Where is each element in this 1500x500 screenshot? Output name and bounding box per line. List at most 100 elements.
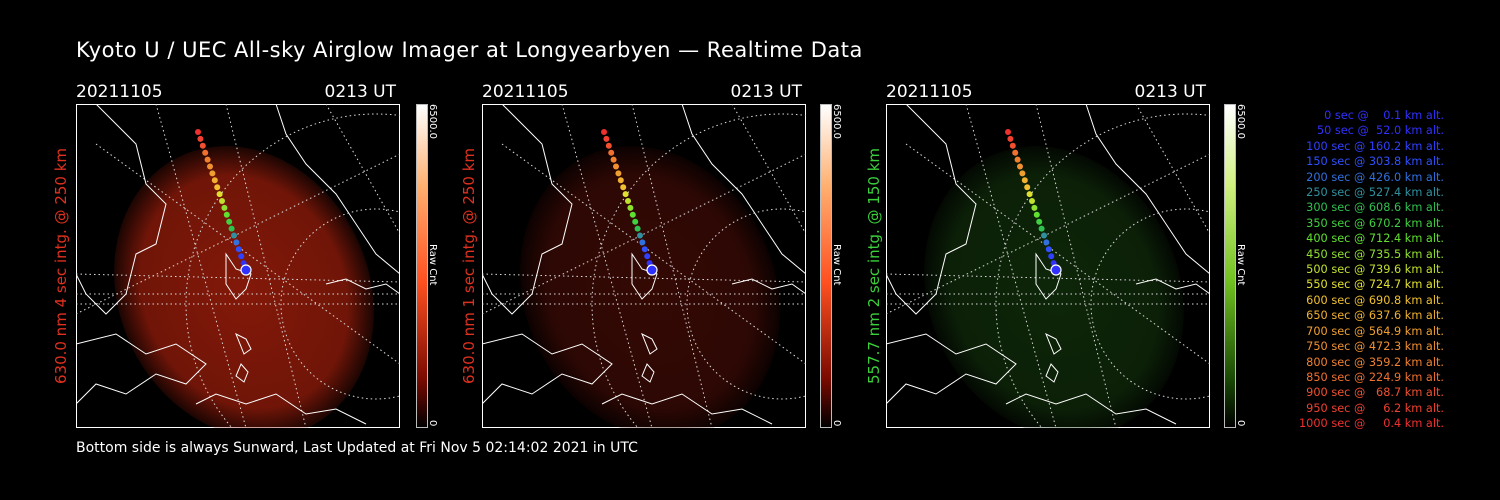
legend-row: 800 sec @ 359.2 km alt.	[1302, 355, 1444, 369]
legend-row: 600 sec @ 690.8 km alt.	[1302, 293, 1444, 307]
trajectory-point	[1029, 198, 1035, 204]
trajectory-point	[235, 246, 242, 253]
trajectory-point	[226, 218, 233, 225]
trajectory-point	[1043, 239, 1050, 246]
panel-2-side-label: 630.0 nm 1 sec intg. @ 250 km	[460, 147, 478, 385]
trajectory-point	[219, 198, 225, 204]
legend-row: 50 sec @ 52.0 km alt.	[1309, 124, 1444, 138]
panel-1-colorbar-labels: 6500.0 Raw Cnt 0	[427, 104, 438, 427]
trajectory-point	[615, 170, 622, 177]
trajectory-point	[634, 225, 641, 232]
panel-3-colorbar-labels: 6500.0 Raw Cnt 0	[1235, 104, 1246, 427]
trajectory-point	[1007, 135, 1014, 142]
trajectory-point	[1021, 177, 1028, 184]
trajectory-point	[629, 211, 636, 218]
trajectory-point	[620, 184, 627, 191]
trajectory-point	[228, 225, 235, 232]
trajectory-point	[1048, 253, 1055, 260]
panel-2-colorbar	[820, 104, 832, 428]
trajectory-point	[231, 232, 237, 239]
legend-row: 900 sec @ 68.7 km alt.	[1302, 386, 1444, 400]
trajectory-point	[240, 264, 252, 276]
panel-3-side-label: 557.7 nm 2 sec intg. @ 150 km	[865, 147, 883, 385]
legend-row: 850 sec @ 224.9 km alt.	[1302, 370, 1444, 384]
airglow-image	[924, 146, 1184, 428]
trajectory-point	[1026, 191, 1033, 198]
trajectory-point	[1031, 204, 1038, 211]
panel-3-colorbar	[1224, 104, 1236, 428]
panel-1-time: 0213 UT	[324, 82, 397, 102]
trajectory-point	[1014, 156, 1021, 163]
trajectory-point	[627, 204, 634, 211]
page-title: Kyoto U / UEC All-sky Airglow Imager at …	[76, 38, 863, 62]
trajectory-point	[1033, 211, 1040, 218]
trajectory-point	[238, 253, 245, 260]
legend-row: 450 sec @ 735.5 km alt.	[1302, 247, 1444, 261]
airglow-image	[114, 146, 374, 428]
trajectory-point	[601, 129, 607, 135]
trajectory-point	[608, 149, 615, 156]
trajectory-point	[202, 149, 209, 156]
legend-row: 100 sec @ 160.2 km alt.	[1302, 139, 1444, 153]
trajectory-point	[1019, 170, 1026, 177]
trajectory-point	[1012, 149, 1019, 156]
trajectory-point	[199, 142, 206, 149]
trajectory-point	[637, 232, 643, 239]
trajectory-point	[195, 129, 201, 135]
panel-1-colorbar	[416, 104, 428, 428]
trajectory-point	[610, 156, 617, 163]
legend-row: 1000 sec @ 0.4 km alt.	[1298, 417, 1444, 431]
legend-row: 550 sec @ 724.7 km alt.	[1302, 278, 1444, 292]
legend-row: 300 sec @ 608.6 km alt.	[1302, 201, 1444, 215]
trajectory-legend: 0 sec @ 0.1 km alt. 50 sec @ 52.0 km alt…	[1262, 108, 1444, 432]
panel-3-allsky-map	[886, 104, 1210, 428]
trajectory-point	[613, 163, 619, 170]
legend-row: 500 sec @ 739.6 km alt.	[1302, 263, 1444, 277]
panel-1-date: 20211105	[76, 82, 163, 102]
trajectory-point	[644, 253, 651, 260]
panel-1-allsky-map	[76, 104, 400, 428]
trajectory-point	[214, 184, 221, 191]
trajectory-point	[233, 239, 240, 246]
trajectory-point	[197, 135, 204, 142]
trajectory-point	[207, 163, 213, 170]
trajectory-point	[209, 170, 216, 177]
legend-row: 0 sec @ 0.1 km alt.	[1313, 109, 1444, 122]
legend-row: 200 sec @ 426.0 km alt.	[1302, 170, 1444, 184]
legend-row: 950 sec @ 6.2 km alt.	[1302, 401, 1444, 415]
trajectory-point	[641, 246, 648, 253]
panel-3-date: 20211105	[886, 82, 973, 102]
trajectory-point	[1036, 218, 1043, 225]
footer-note: Bottom side is always Sunward, Last Upda…	[76, 440, 638, 456]
trajectory-point	[603, 135, 610, 142]
panel-2-time: 0213 UT	[730, 82, 803, 102]
legend-row: 350 sec @ 670.2 km alt.	[1302, 216, 1444, 230]
trajectory-point	[605, 142, 612, 149]
trajectory-point	[646, 264, 658, 276]
legend-row: 250 sec @ 527.4 km alt.	[1302, 186, 1444, 200]
trajectory-point	[625, 198, 631, 204]
trajectory-point	[617, 177, 624, 184]
trajectory-point	[221, 204, 228, 211]
panel-1-side-label: 630.0 nm 4 sec intg. @ 250 km	[52, 147, 70, 385]
panel-3-time: 0213 UT	[1134, 82, 1207, 102]
trajectory-point	[1045, 246, 1052, 253]
trajectory-point	[639, 239, 646, 246]
panel-2-date: 20211105	[482, 82, 569, 102]
trajectory-point	[223, 211, 230, 218]
trajectory-point	[1017, 163, 1023, 170]
trajectory-point	[622, 191, 629, 198]
panel-2-allsky-map	[482, 104, 806, 428]
trajectory-point	[1024, 184, 1031, 191]
legend-row: 150 sec @ 303.8 km alt.	[1302, 155, 1444, 169]
trajectory-point	[1005, 129, 1011, 135]
trajectory-point	[1041, 232, 1047, 239]
legend-row: 750 sec @ 472.3 km alt.	[1302, 340, 1444, 354]
trajectory-point	[1038, 225, 1045, 232]
trajectory-point	[632, 218, 639, 225]
trajectory-point	[204, 156, 211, 163]
trajectory-point	[211, 177, 218, 184]
legend-row: 400 sec @ 712.4 km alt.	[1302, 232, 1444, 246]
trajectory-point	[216, 191, 223, 198]
trajectory-point	[1050, 264, 1062, 276]
